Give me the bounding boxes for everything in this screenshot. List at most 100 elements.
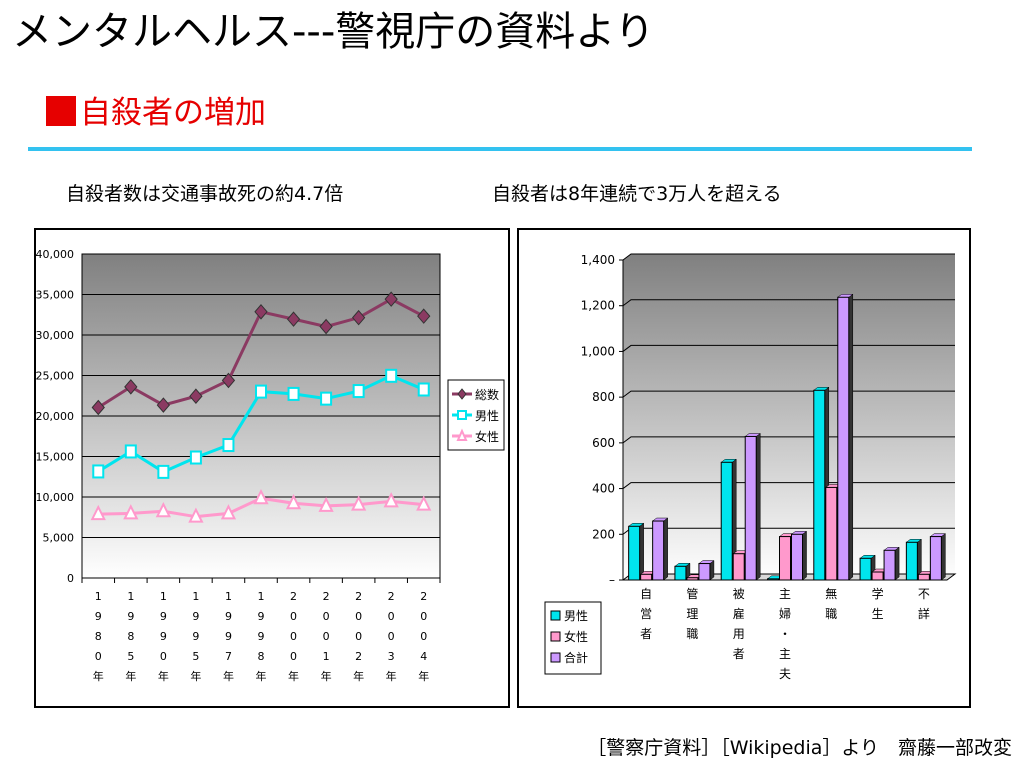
square-bullet-icon [46, 96, 76, 126]
data-point-female [285, 494, 302, 510]
data-point-female [318, 496, 334, 512]
data-point-total [91, 399, 105, 416]
x-tick-label: 0 [290, 650, 297, 663]
data-point-male [157, 464, 170, 479]
x-tick-label: 0 [323, 610, 330, 623]
x-tick-label: 用 [733, 627, 745, 641]
section-heading-text: 自殺者の増加 [80, 95, 266, 131]
line-chart: 0 5,000 10,000 15,000 20,000 25,000 30,000 35,0… [36, 248, 505, 683]
x-tick-label: 理 [686, 607, 698, 621]
x-tick-label: 0 [420, 610, 427, 623]
x-tick-label: 年 [321, 669, 332, 683]
x-tick-label: 1 [95, 590, 102, 603]
data-point-male [320, 391, 333, 406]
x-tick-label: 年 [386, 669, 397, 683]
bar-3 [652, 520, 665, 581]
x-tick-label: 0 [388, 610, 395, 623]
x-tick-label: 1 [192, 590, 199, 603]
x-tick-label: 8 [95, 630, 102, 643]
data-point-male [92, 464, 105, 479]
data-point-total [417, 308, 431, 324]
y-tick-label: 15,000 [36, 451, 74, 464]
bar-2 [871, 571, 884, 581]
bar-2 [825, 486, 838, 581]
caption-right: 自殺者は8年連続で3万人を超える [492, 183, 782, 205]
x-tick-label: 1 [225, 590, 232, 603]
y-tick-label: 1,400 [581, 253, 615, 267]
data-point-male [124, 444, 137, 459]
x-tick-label: 9 [95, 610, 102, 623]
y-tick-label: 35,000 [36, 289, 74, 302]
x-tick-label: 年 [158, 669, 169, 683]
source-note: ［警察庁資料］［Wikipedia］より 齋藤一部改変 [587, 737, 1012, 759]
x-tick-label: 0 [323, 630, 330, 643]
data-point-total [156, 397, 171, 413]
data-point-female [220, 504, 237, 520]
x-tick-label: 7 [225, 650, 232, 663]
y-tick-label: 200 [592, 527, 615, 541]
x-tick-label: 管 [686, 586, 698, 601]
x-tick-label: 2 [420, 590, 427, 603]
data-point-female [351, 495, 367, 511]
data-point-total [124, 379, 138, 395]
x-tick-label: 3 [388, 650, 395, 663]
x-tick-label: 自 [640, 587, 652, 601]
x-tick-label: 5 [127, 650, 134, 663]
data-point-total [221, 372, 236, 389]
bar-2 [917, 573, 930, 581]
legend-label: 合計 [564, 650, 588, 665]
data-point-total [286, 311, 301, 327]
y-tick-label: 30,000 [36, 329, 74, 342]
data-point-male [255, 384, 267, 399]
x-tick-label: 2 [355, 650, 362, 663]
x-tick-label: 無 [825, 586, 837, 601]
legend-swatch [550, 610, 561, 621]
bar-3 [837, 296, 850, 581]
data-point-female [90, 504, 106, 521]
legend-label: 女性 [564, 629, 588, 644]
bar-side [941, 533, 946, 581]
bar-chart: –2004006008001,0001,2001,400自営者管理職被雇用者主婦… [544, 253, 957, 681]
legend-label: 女性 [475, 429, 499, 444]
x-tick-label: 営 [640, 607, 652, 621]
y-tick-label: 1,200 [581, 299, 615, 313]
x-tick-label: 0 [290, 630, 297, 643]
x-tick-label: 9 [192, 630, 199, 643]
x-tick-label: 0 [355, 610, 362, 623]
legend-label: 総数 [475, 387, 499, 402]
x-tick-label: 0 [290, 610, 297, 623]
bar-side [709, 560, 715, 581]
x-tick-label: 者 [640, 627, 652, 641]
caption-left: 自殺者数は交通事故死の約4.7倍 [66, 183, 344, 205]
data-point-male [417, 382, 430, 397]
legend-label: 男性 [564, 609, 588, 623]
x-tick-label: 1 [127, 590, 134, 603]
x-tick-label: ・ [779, 627, 791, 641]
heading-divider [28, 147, 972, 151]
x-tick-label: 職 [825, 607, 837, 621]
x-tick-label: 5 [192, 650, 199, 663]
gridline [622, 253, 955, 261]
x-tick-label: 不 [918, 587, 930, 601]
x-tick-label: 1 [323, 650, 330, 663]
legend-swatch [550, 631, 561, 642]
data-point-male [385, 368, 398, 383]
data-point-total [254, 304, 268, 320]
y-tick-label: – [609, 573, 615, 587]
data-point-total [384, 291, 398, 307]
x-tick-label: 学 [872, 586, 884, 601]
bar-2 [640, 573, 653, 581]
x-tick-label: 9 [127, 610, 134, 623]
data-point-female [383, 492, 399, 508]
x-tick-label: 年 [223, 669, 234, 683]
y-tick-label: 25,000 [36, 370, 74, 383]
x-tick-label: 2 [290, 590, 297, 603]
y-tick-label: 5,000 [43, 532, 75, 545]
x-tick-label: 主 [779, 587, 791, 601]
bar-1 [813, 389, 826, 581]
x-tick-label: 年 [353, 669, 364, 683]
y-tick-label: 0 [67, 572, 74, 585]
x-tick-label: 者 [733, 647, 745, 661]
x-tick-label: 主 [779, 647, 791, 661]
x-tick-label: 9 [160, 630, 167, 643]
